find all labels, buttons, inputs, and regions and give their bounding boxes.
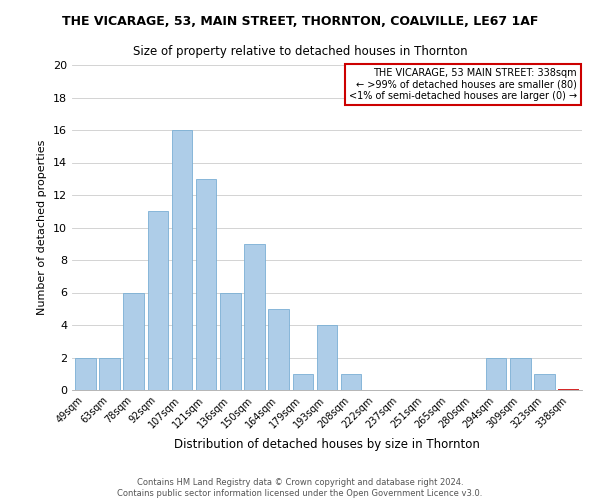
Bar xyxy=(220,292,241,390)
Bar xyxy=(486,358,506,390)
Bar xyxy=(75,358,95,390)
Bar xyxy=(172,130,192,390)
Bar xyxy=(99,358,120,390)
Bar xyxy=(317,325,337,390)
Bar xyxy=(534,374,555,390)
Text: Size of property relative to detached houses in Thornton: Size of property relative to detached ho… xyxy=(133,45,467,58)
Y-axis label: Number of detached properties: Number of detached properties xyxy=(37,140,47,315)
Bar xyxy=(341,374,361,390)
Bar xyxy=(196,179,217,390)
Bar xyxy=(124,292,144,390)
Bar xyxy=(148,211,168,390)
Text: Contains HM Land Registry data © Crown copyright and database right 2024.
Contai: Contains HM Land Registry data © Crown c… xyxy=(118,478,482,498)
Bar xyxy=(293,374,313,390)
Bar xyxy=(244,244,265,390)
Text: THE VICARAGE, 53 MAIN STREET: 338sqm
← >99% of detached houses are smaller (80)
: THE VICARAGE, 53 MAIN STREET: 338sqm ← >… xyxy=(349,68,577,102)
X-axis label: Distribution of detached houses by size in Thornton: Distribution of detached houses by size … xyxy=(174,438,480,451)
Text: THE VICARAGE, 53, MAIN STREET, THORNTON, COALVILLE, LE67 1AF: THE VICARAGE, 53, MAIN STREET, THORNTON,… xyxy=(62,15,538,28)
Bar xyxy=(268,308,289,390)
Bar xyxy=(510,358,530,390)
